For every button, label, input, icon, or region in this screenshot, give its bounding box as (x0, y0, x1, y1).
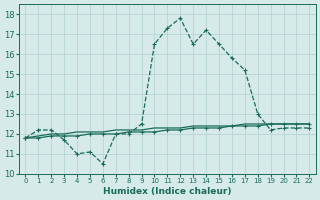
X-axis label: Humidex (Indice chaleur): Humidex (Indice chaleur) (103, 187, 232, 196)
